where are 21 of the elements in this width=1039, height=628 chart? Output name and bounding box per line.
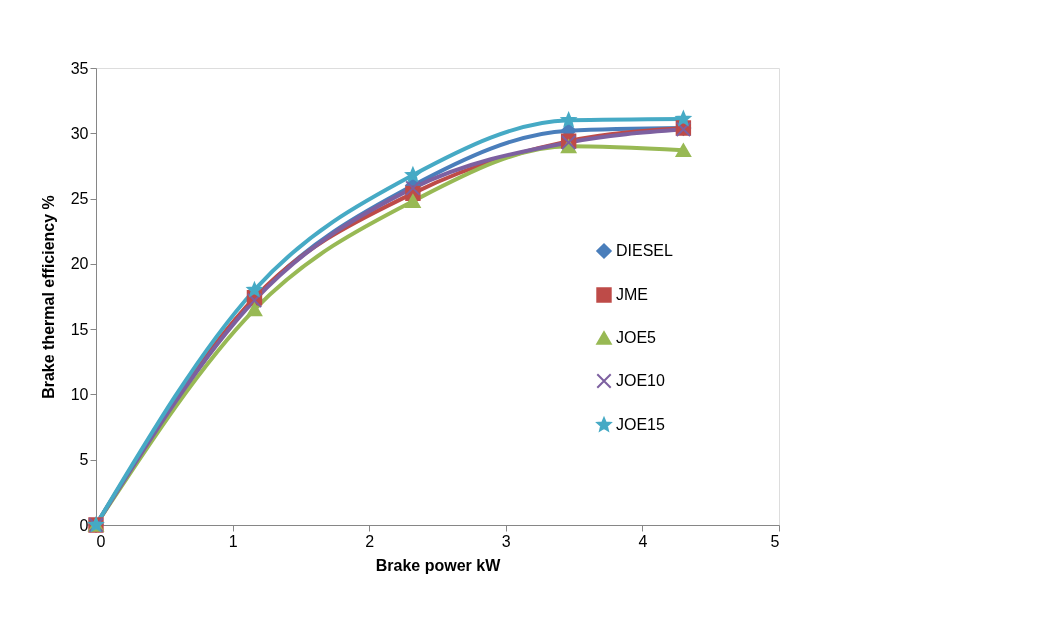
x-axis-title: Brake power kW <box>375 556 502 574</box>
y-tick-label: 15 <box>70 320 89 338</box>
legend-label: DIESEL <box>616 242 674 259</box>
x-tick-label: 5 <box>770 532 780 550</box>
legend-label: JME <box>616 286 648 303</box>
x-tick-label: 0 <box>96 532 106 550</box>
x-tick-label: 2 <box>365 532 375 550</box>
x-tick-label: 4 <box>638 532 648 550</box>
y-tick-label: 35 <box>70 59 89 77</box>
y-tick-label: 30 <box>70 124 89 142</box>
x-tick-label: 1 <box>228 532 238 550</box>
x-tick-label: 3 <box>501 532 511 550</box>
legend-label: JOE15 <box>616 416 666 433</box>
y-tick-label: 5 <box>79 451 89 469</box>
y-tick-label: 10 <box>70 385 89 403</box>
y-tick-label: 25 <box>70 190 89 208</box>
y-tick-label: 20 <box>70 255 89 273</box>
y-axis-title: Brake thermal efficiency % <box>39 195 57 399</box>
y-tick-label: 0 <box>79 516 89 534</box>
legend-label: JOE10 <box>616 372 666 389</box>
legend-label: JOE5 <box>616 329 657 346</box>
